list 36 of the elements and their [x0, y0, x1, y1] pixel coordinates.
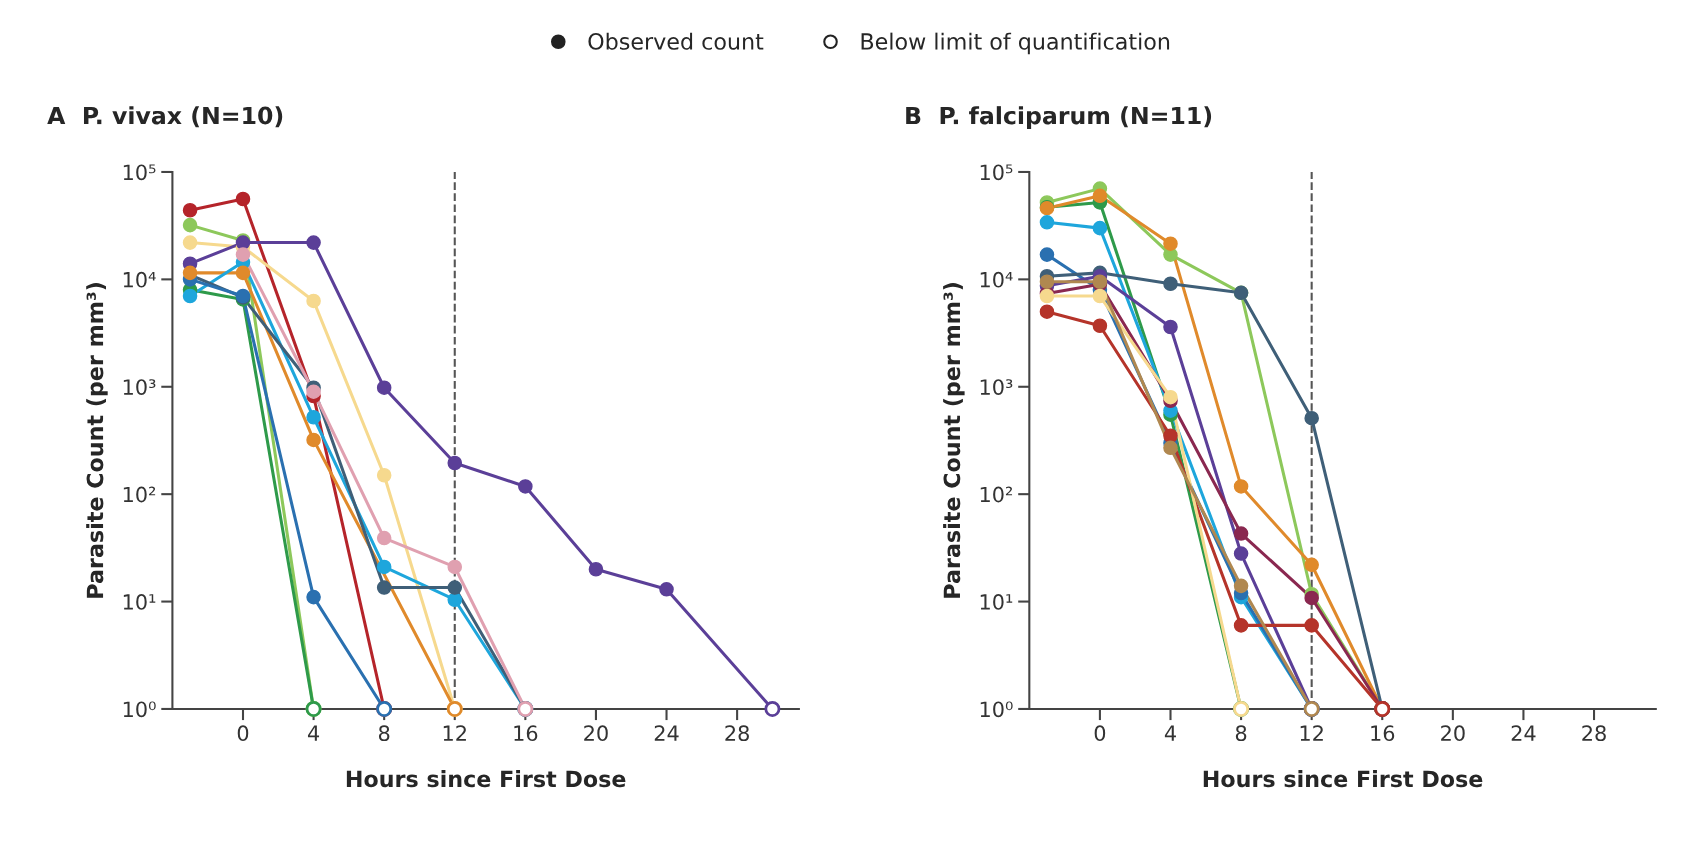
y-tick-label: 10³ — [980, 379, 1013, 395]
x-tick-label: 8 — [378, 725, 390, 742]
y-tick-label: 10² — [980, 486, 1013, 503]
y-tick-label: 10⁴ — [123, 271, 156, 288]
y-tick-label: 10³ — [123, 379, 156, 395]
x-tick-label: 8 — [1235, 725, 1247, 742]
x-tick-label: 4 — [307, 725, 320, 741]
chart-title: B P. falciparum (N=11) — [906, 106, 1212, 130]
x-tick-label: 24 — [1511, 725, 1536, 741]
x-tick-label: 20 — [584, 725, 608, 742]
y-tick-label: 10⁵ — [123, 164, 156, 181]
x-tick-label: 24 — [654, 725, 679, 741]
y-axis-title: Parasite Count (per mm³) — [86, 283, 108, 598]
y-tick-label: 10² — [123, 486, 156, 503]
y-axis-title: Parasite Count (per mm³) — [943, 283, 965, 598]
chart-title: A P. vivax (N=10) — [47, 106, 283, 128]
x-tick-label: 28 — [725, 725, 749, 742]
x-tick-label: 0 — [1094, 725, 1106, 742]
y-tick-label: 10⁰ — [123, 701, 156, 718]
x-axis-title: Hours since First Dose — [1203, 770, 1483, 788]
x-tick-label: 0 — [237, 725, 249, 742]
x-tick-label: 20 — [1441, 725, 1465, 742]
x-tick-label: 12 — [1300, 725, 1323, 741]
x-tick-label: 12 — [443, 725, 466, 741]
y-tick-label: 10¹ — [980, 594, 1013, 610]
y-tick-label: 10¹ — [123, 594, 156, 610]
x-axis-title: Hours since First Dose — [346, 770, 626, 788]
x-tick-label: 16 — [1371, 725, 1395, 742]
text: Observed count — [588, 32, 764, 50]
y-tick-label: 10⁵ — [980, 164, 1013, 181]
y-tick-label: 10⁴ — [980, 271, 1013, 288]
text: Below limit of quantification — [861, 32, 1170, 55]
x-tick-label: 16 — [514, 725, 538, 742]
x-tick-label: 4 — [1164, 725, 1176, 741]
x-tick-label: 28 — [1582, 725, 1606, 742]
y-tick-label: 10⁰ — [980, 701, 1013, 718]
